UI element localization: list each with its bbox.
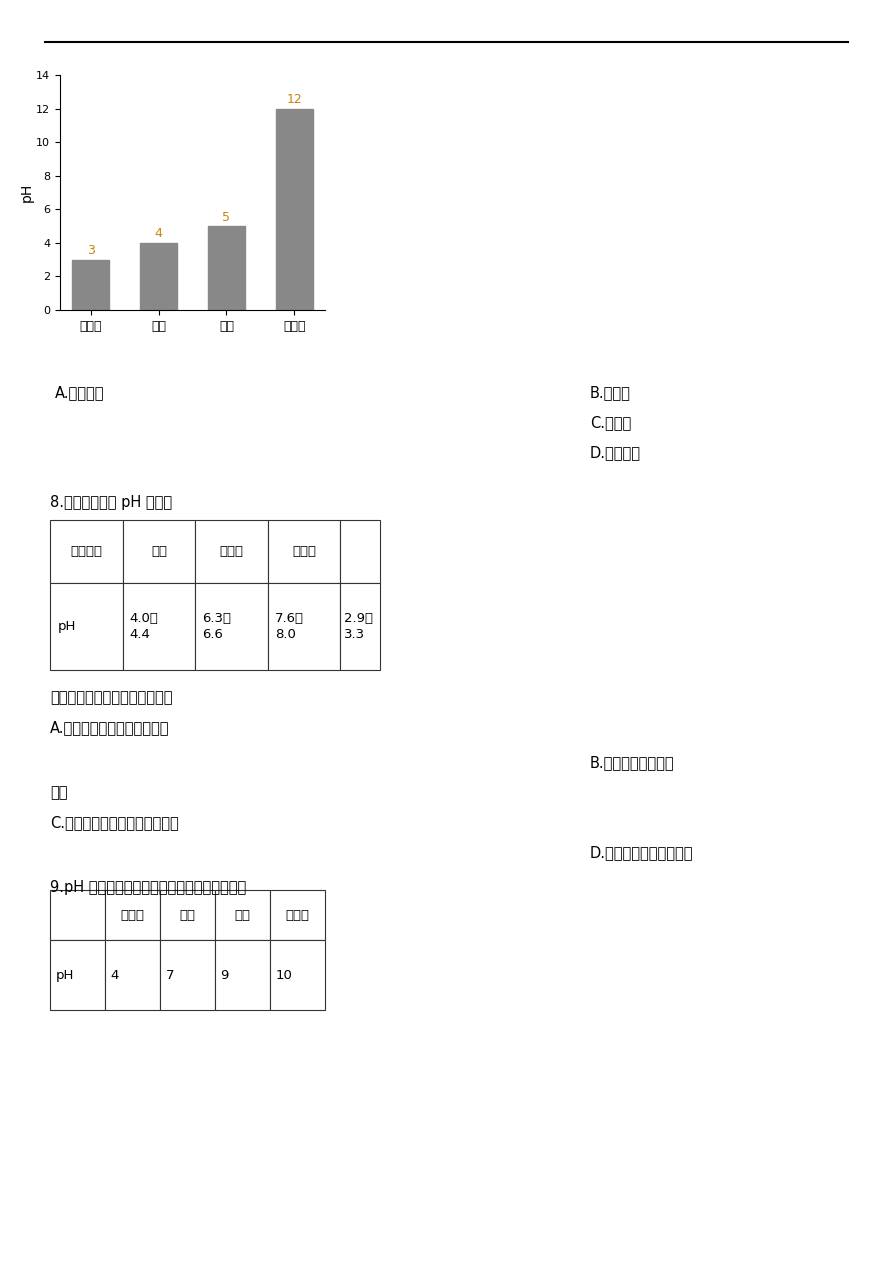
Text: 4: 4 (154, 227, 163, 240)
Text: 9.pH 如下表所示，其中显酸性的是（　　　）: 9.pH 如下表所示，其中显酸性的是（ ） (50, 880, 246, 895)
Text: 食品: 食品 (50, 785, 68, 800)
Text: C.　牛奶和鸡蛋清均为碱性食品: C. 牛奶和鸡蛋清均为碱性食品 (50, 815, 179, 830)
Y-axis label: pH: pH (20, 183, 33, 202)
Text: 则下列说法不正确的是（　　）: 则下列说法不正确的是（ ） (50, 690, 172, 705)
Text: A.　胃酸过多的人应少食苹果: A. 胃酸过多的人应少食苹果 (50, 721, 170, 734)
Text: A.　苹果汁: A. 苹果汁 (55, 385, 104, 400)
Bar (208, 226, 245, 310)
Text: 12: 12 (287, 93, 302, 106)
Text: B.　番茄汁属于酸性: B. 番茄汁属于酸性 (590, 755, 674, 770)
Text: B.　汽水: B. 汽水 (590, 385, 630, 400)
Text: 3: 3 (87, 244, 95, 257)
Text: C.　酱油: C. 酱油 (590, 415, 631, 430)
Text: D.　洗发水: D. 洗发水 (590, 445, 641, 461)
Bar (72, 260, 109, 310)
Text: 5: 5 (222, 211, 230, 223)
Bar (276, 109, 313, 310)
Text: 8.一些食物近似 pH 如下表: 8.一些食物近似 pH 如下表 (50, 495, 172, 510)
Text: D.　苹果汁酸性比牛奶强: D. 苹果汁酸性比牛奶强 (590, 846, 694, 859)
Bar (140, 242, 177, 310)
